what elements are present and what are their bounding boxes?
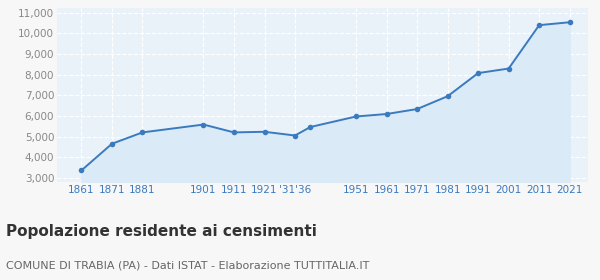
Point (260, 130, 269, 134)
Text: Popolazione residente ai censimenti: Popolazione residente ai censimenti (6, 224, 317, 239)
Point (504, 66, 514, 71)
Point (535, 23, 544, 27)
Point (382, 112, 391, 116)
Point (351, 114, 361, 119)
Point (290, 133, 300, 138)
Text: COMUNE DI TRABIA (PA) - Dati ISTAT - Elaborazione TUTTITALIA.IT: COMUNE DI TRABIA (PA) - Dati ISTAT - Ela… (6, 260, 370, 270)
Point (229, 130, 239, 135)
Point (565, 20, 574, 24)
Point (473, 71, 483, 75)
Point (199, 122, 208, 127)
Point (137, 130, 147, 135)
Point (305, 125, 315, 129)
Point (412, 107, 422, 111)
Point (77, 168, 86, 173)
Point (107, 141, 117, 146)
Point (443, 94, 452, 99)
